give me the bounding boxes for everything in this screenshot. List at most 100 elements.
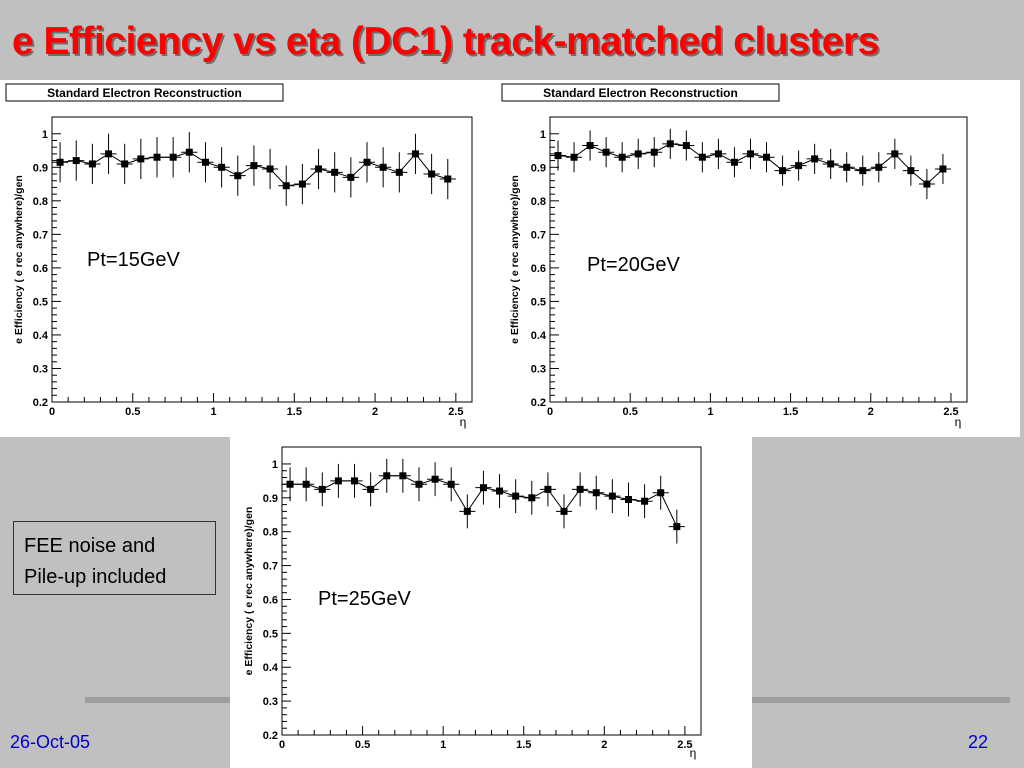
x-tick-label: 2 bbox=[868, 406, 874, 418]
point-marker bbox=[399, 472, 407, 480]
y-tick-label: 0.2 bbox=[263, 730, 278, 742]
point-marker bbox=[618, 153, 626, 161]
data-point bbox=[358, 142, 376, 183]
point-marker bbox=[415, 480, 423, 488]
data-point bbox=[886, 138, 903, 169]
data-point bbox=[100, 133, 117, 174]
data-point bbox=[68, 140, 85, 181]
y-tick-label: 0.8 bbox=[263, 527, 278, 539]
x-tick-label: 1 bbox=[707, 406, 713, 418]
point-marker bbox=[153, 153, 161, 161]
x-tick-label: 0 bbox=[49, 406, 55, 418]
point-marker bbox=[576, 485, 584, 493]
data-point bbox=[116, 143, 133, 185]
footer-date: 26-Oct-05 bbox=[10, 732, 91, 752]
point-marker bbox=[334, 477, 342, 485]
x-tick-label: 2 bbox=[601, 739, 607, 751]
data-point bbox=[588, 475, 605, 510]
data-point bbox=[662, 128, 679, 159]
slide-title: e Efficiency vs eta (DC1) track-matched … bbox=[12, 20, 879, 63]
y-tick-label: 0.4 bbox=[33, 330, 49, 342]
y-axis-label: e Efficiency ( e rec anywhere)/gen bbox=[13, 175, 25, 344]
data-point bbox=[604, 479, 621, 514]
x-tick-label: 2.5 bbox=[943, 406, 958, 418]
data-point bbox=[918, 168, 935, 200]
y-tick-label: 0.7 bbox=[531, 229, 546, 241]
point-marker bbox=[666, 140, 674, 148]
y-tick-label: 0.7 bbox=[263, 561, 278, 573]
point-marker bbox=[570, 153, 578, 161]
data-point bbox=[262, 148, 279, 190]
chart-pt15: Standard Electron Reconstruction 0.2 0.3 0.… bbox=[5, 83, 473, 429]
data-point bbox=[582, 130, 599, 161]
data-point bbox=[646, 137, 663, 168]
x-tick-label: 1 bbox=[440, 739, 446, 751]
data-point bbox=[407, 133, 424, 174]
data-point bbox=[774, 155, 791, 186]
data-point bbox=[298, 467, 315, 502]
data-point bbox=[229, 155, 246, 196]
point-marker bbox=[512, 492, 520, 500]
point-marker bbox=[286, 480, 294, 488]
data-point bbox=[758, 142, 775, 173]
point-marker bbox=[859, 167, 867, 175]
y-tick-label: 0.5 bbox=[531, 296, 546, 308]
x-tick-label: 2.5 bbox=[677, 739, 692, 751]
page-number: 22 bbox=[967, 732, 988, 752]
data-point bbox=[342, 157, 359, 198]
point-marker bbox=[137, 155, 145, 163]
point-marker bbox=[673, 523, 681, 531]
x-tick-label: 0.5 bbox=[623, 406, 638, 418]
data-point bbox=[282, 467, 299, 502]
data-point bbox=[330, 463, 347, 498]
point-marker bbox=[827, 160, 835, 168]
data-point bbox=[555, 494, 573, 529]
x-tick-label: 0 bbox=[547, 406, 553, 418]
chart-pt20: Standard Electron Reconstruction 0.2 0.3 0.… bbox=[501, 83, 968, 429]
data-point bbox=[326, 152, 343, 193]
point-marker bbox=[698, 153, 706, 161]
chart-title-text: Standard Electron Reconstruction bbox=[47, 86, 242, 100]
point-marker bbox=[891, 150, 899, 158]
point-marker bbox=[463, 507, 471, 515]
pt-annotation: Pt=25GeV bbox=[318, 588, 412, 610]
chart-title-box bbox=[501, 83, 780, 102]
x-axis-label: η bbox=[690, 746, 697, 760]
data-point bbox=[726, 147, 743, 178]
point-marker bbox=[657, 489, 665, 497]
data-point bbox=[620, 482, 637, 517]
y-tick-label: 0.5 bbox=[263, 628, 278, 640]
data-point bbox=[375, 147, 392, 188]
data-point bbox=[165, 137, 182, 178]
point-marker bbox=[250, 162, 258, 170]
point-marker bbox=[779, 167, 787, 175]
y-tick-label: 0.6 bbox=[33, 263, 48, 275]
chart-title-text: Standard Electron Reconstruction bbox=[543, 86, 738, 100]
point-marker bbox=[843, 163, 851, 171]
data-point bbox=[636, 484, 653, 519]
data-point bbox=[378, 458, 395, 493]
point-marker bbox=[714, 150, 722, 158]
y-tick-label: 0.3 bbox=[33, 363, 48, 375]
data-point bbox=[197, 142, 214, 183]
data-point bbox=[710, 138, 727, 169]
point-marker bbox=[72, 157, 80, 165]
point-marker bbox=[169, 153, 177, 161]
data-point bbox=[148, 137, 166, 178]
data-point bbox=[742, 138, 759, 169]
y-tick-label: 0.4 bbox=[263, 662, 279, 674]
chart-title-box bbox=[5, 83, 284, 102]
pt-annotation: Pt=20GeV bbox=[587, 254, 681, 276]
data-point bbox=[346, 463, 363, 498]
point-marker bbox=[875, 163, 883, 171]
chart-pt25: 0.2 0.3 0.4 0.5 0.6 0.7 0.8 0.9 1 0 0.5 1 1.5 2 2.5 e E… bbox=[243, 446, 702, 760]
chart-panel-pt15: Standard Electron Reconstruction 0.2 0.3 0.… bbox=[0, 80, 497, 437]
data-point bbox=[310, 148, 327, 190]
data-point bbox=[854, 155, 871, 186]
note-line-1: FEE noise and bbox=[24, 535, 156, 557]
data-point bbox=[294, 163, 311, 205]
y-tick-label: 0.8 bbox=[531, 196, 546, 208]
point-marker bbox=[347, 173, 355, 181]
data-point bbox=[84, 143, 101, 185]
point-marker bbox=[811, 155, 819, 163]
